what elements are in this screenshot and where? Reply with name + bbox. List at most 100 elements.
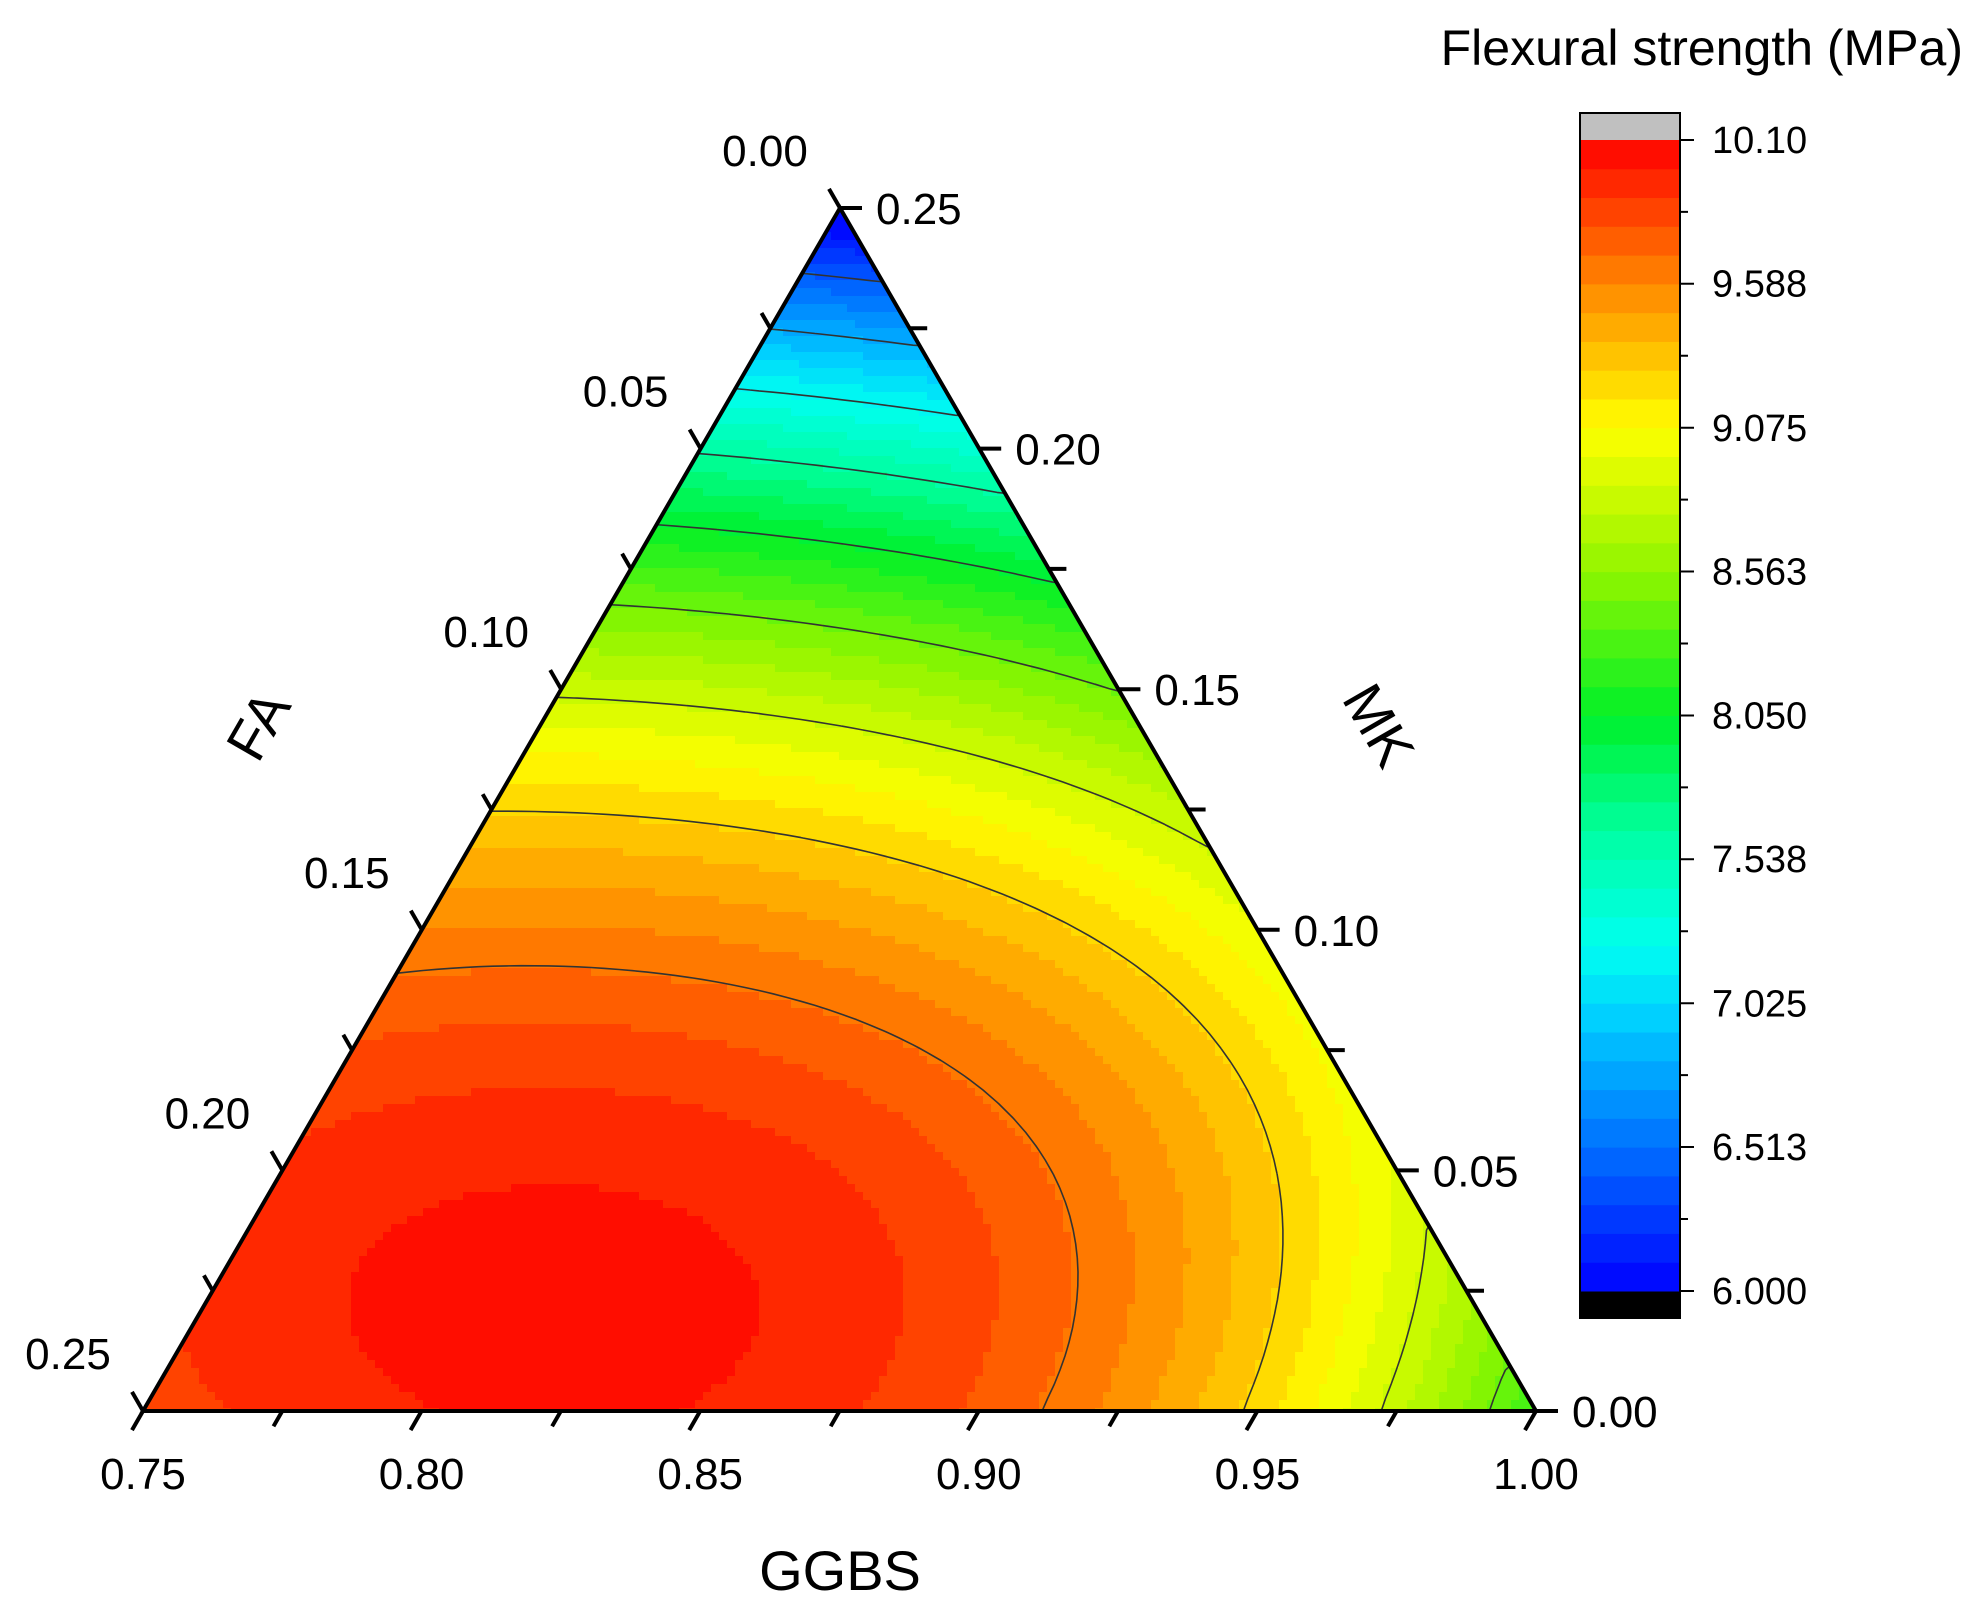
contour-cell <box>655 776 664 785</box>
contour-cell <box>975 552 984 561</box>
contour-cell <box>863 512 872 521</box>
contour-cell <box>687 616 696 625</box>
contour-cell <box>1239 824 1248 833</box>
contour-cell <box>711 400 720 409</box>
contour-cell <box>1143 784 1152 793</box>
contour-cell <box>823 456 832 465</box>
contour-cell <box>847 368 856 377</box>
contour-cell <box>727 536 736 545</box>
contour-cell <box>711 632 720 641</box>
contour-cell <box>599 760 608 769</box>
contour-cell <box>759 280 768 289</box>
contour-cell <box>679 824 688 833</box>
contour-cell <box>1159 816 1168 825</box>
contour-cell <box>1223 800 1232 809</box>
contour-cell <box>871 712 880 721</box>
contour-cell <box>767 776 776 785</box>
contour-cell <box>623 680 632 689</box>
contour-cell <box>847 720 856 729</box>
contour-cell <box>1031 728 1040 737</box>
contour-cell <box>847 408 856 417</box>
contour-cell <box>1127 816 1136 825</box>
contour-cell <box>895 432 904 441</box>
contour-cell <box>1087 616 1096 625</box>
contour-cell <box>1119 712 1128 721</box>
contour-cell <box>615 824 624 833</box>
contour-cell <box>1039 672 1048 681</box>
contour-cell <box>815 216 824 225</box>
contour-cell <box>719 752 728 761</box>
contour-cell <box>487 720 496 729</box>
contour-cell <box>855 280 864 289</box>
contour-cell <box>983 464 992 473</box>
contour-cell <box>1023 792 1032 801</box>
contour-cell <box>975 704 984 713</box>
contour-cell <box>991 704 1000 713</box>
contour-cell <box>559 640 568 649</box>
contour-cell <box>1023 496 1032 505</box>
contour-cell <box>975 736 984 745</box>
contour-cell <box>855 368 864 377</box>
contour-cell <box>631 496 640 505</box>
contour-cell <box>1063 776 1072 785</box>
contour-cell <box>799 208 808 209</box>
contour-cell <box>983 488 992 497</box>
contour-cell <box>975 384 984 393</box>
contour-cell <box>1215 808 1224 817</box>
contour-cell <box>759 616 768 625</box>
contour-cell <box>695 680 704 689</box>
contour-cell <box>527 680 536 689</box>
contour-cell <box>687 592 696 601</box>
contour-cell <box>1207 808 1216 817</box>
contour-cell <box>1071 704 1080 713</box>
contour-cell <box>815 712 824 721</box>
contour-cell <box>719 704 728 713</box>
contour-cell <box>1183 808 1192 817</box>
contour-cell <box>823 280 832 289</box>
contour-cell <box>543 632 552 641</box>
contour-cell <box>983 632 992 641</box>
contour-cell <box>687 752 696 761</box>
contour-cell <box>847 784 856 793</box>
contour-cell <box>831 240 840 249</box>
contour-cell <box>551 744 560 753</box>
contour-cell <box>1223 840 1232 849</box>
contour-cell <box>1103 680 1112 689</box>
contour-cell <box>759 656 768 665</box>
contour-cell <box>871 560 880 569</box>
contour-cell <box>791 264 800 273</box>
contour-cell <box>887 352 896 361</box>
contour-cell <box>895 576 904 585</box>
contour-cell <box>583 848 592 857</box>
contour-cell <box>1183 760 1192 769</box>
contour-cell <box>679 568 688 577</box>
contour-cell <box>927 576 936 585</box>
contour-cell <box>767 480 776 489</box>
contour-cell <box>775 752 784 761</box>
contour-cell <box>751 728 760 737</box>
contour-cell <box>831 392 840 401</box>
contour-cell <box>823 768 832 777</box>
contour-cell <box>879 352 888 361</box>
contour-cell <box>591 824 600 833</box>
contour-cell <box>719 656 728 665</box>
contour-cell <box>719 688 728 697</box>
contour-cell <box>1039 712 1048 721</box>
contour-cell <box>1031 680 1040 689</box>
contour-cell <box>679 656 688 665</box>
contour-cell <box>679 840 688 849</box>
contour-cell <box>1031 488 1040 497</box>
contour-cell <box>575 816 584 825</box>
contour-cell <box>959 432 968 441</box>
contour-cell <box>711 736 720 745</box>
contour-cell <box>935 312 944 321</box>
contour-cell <box>615 648 624 657</box>
contour-cell <box>999 696 1008 705</box>
contour-cell <box>647 704 656 713</box>
contour-cell <box>639 528 648 537</box>
contour-cell <box>663 720 672 729</box>
contour-cell <box>927 312 936 321</box>
contour-cell <box>751 568 760 577</box>
contour-cell <box>847 752 856 761</box>
contour-cell <box>903 576 912 585</box>
